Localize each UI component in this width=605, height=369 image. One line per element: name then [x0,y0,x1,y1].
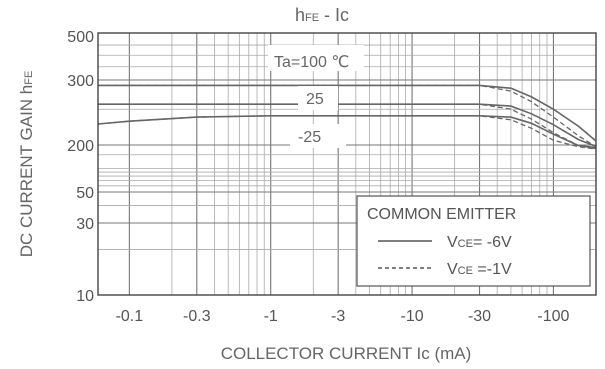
series-lines [97,84,597,150]
plot-frame [97,32,597,296]
chart-title: hFE - Ic [295,5,349,25]
legend-title: COMMON EMITTER [367,206,516,223]
series-line-25-solid [98,103,597,148]
series-line-100-dashed [98,84,597,148]
y-tick-label: 50 [76,185,94,202]
y-axis-label: DC CURRENT GAIN hFE [17,71,36,258]
x-tick-label: -0.1 [116,308,144,325]
legend-entry-solid: VCE= -6V [447,234,512,251]
series-annotations: Ta=100 ℃ 25 -25 [268,45,364,148]
annotation-25: 25 [306,91,324,108]
series-line-25-dashed [98,103,597,150]
x-tick-label: -10 [401,308,424,325]
series-line--25-dashed [97,115,597,150]
x-tick-labels: -0.1 -0.3 -1 -3 -10 -30 -100 [116,308,570,325]
y-tick-label: 500 [67,29,94,46]
series-line--25-solid [97,115,597,149]
x-tick-label: -1 [264,308,278,325]
y-tick-label: 300 [67,73,94,90]
y-tick-label: 200 [67,138,94,155]
annotation-ta-100: Ta=100 ℃ [274,54,349,71]
annotation-minus-25: -25 [298,129,321,146]
legend-entry-dashed: VCE =-1V [447,261,512,278]
y-tick-label: 30 [76,216,94,233]
x-tick-label: -100 [537,308,569,325]
x-tick-label: -30 [468,308,491,325]
x-tick-label: -0.3 [183,308,211,325]
y-tick-label: 10 [76,288,94,305]
x-axis-label: COLLECTOR CURRENT Ic (mA) [221,344,472,363]
x-tick-label: -3 [331,308,345,325]
legend: COMMON EMITTER VCE= -6V VCE =-1V [356,195,591,287]
y-tick-labels: 500 300 200 50 30 10 [67,29,94,305]
series-line-100-solid [98,84,597,142]
